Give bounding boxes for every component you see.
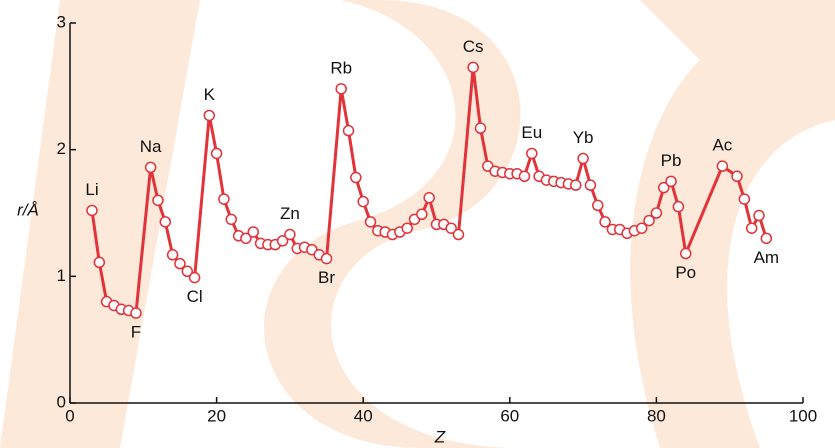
element-label: F: [131, 323, 141, 342]
point: [518, 170, 531, 183]
element-label: Yb: [573, 128, 594, 147]
point: [452, 228, 465, 241]
point: [86, 204, 98, 217]
point: [599, 216, 611, 228]
y-tick-label: 2: [57, 139, 66, 158]
point: [174, 257, 186, 270]
point: [657, 181, 670, 194]
point: [93, 256, 106, 269]
point: [592, 199, 604, 212]
element-label: Cl: [187, 287, 203, 306]
point: [284, 228, 296, 241]
element-label: K: [204, 85, 216, 104]
point: [144, 161, 157, 174]
x-tick-label: 0: [65, 406, 74, 425]
point: [570, 179, 582, 191]
point: [320, 252, 333, 265]
point: [210, 147, 223, 160]
point: [672, 200, 685, 213]
point: [467, 61, 479, 74]
point: [738, 193, 751, 205]
point: [166, 249, 179, 261]
point: [584, 179, 597, 191]
point: [188, 271, 201, 284]
x-tick-label: 20: [207, 406, 226, 425]
point: [276, 235, 289, 247]
y-tick-label: 0: [57, 392, 66, 411]
element-label: Am: [754, 248, 780, 267]
element-label: Na: [140, 137, 162, 156]
point: [423, 192, 435, 204]
point: [401, 222, 413, 234]
point: [474, 122, 487, 134]
point: [335, 83, 347, 95]
point: [342, 124, 355, 137]
point: [445, 222, 457, 234]
point: [716, 160, 729, 172]
x-tick-label: 100: [789, 406, 817, 425]
point: [350, 171, 362, 184]
point: [679, 247, 692, 260]
element-label: Ac: [712, 136, 732, 155]
point: [247, 226, 259, 238]
point: [731, 170, 743, 183]
point: [753, 209, 765, 222]
element-label: Pb: [661, 151, 682, 170]
point: [181, 265, 194, 278]
point: [526, 147, 538, 160]
point: [203, 109, 216, 122]
point: [225, 213, 238, 226]
element-label: Eu: [521, 123, 542, 142]
point: [643, 214, 655, 227]
element-label: Rb: [330, 58, 352, 77]
point: [130, 307, 142, 319]
point: [577, 152, 589, 165]
x-tick-label: 40: [354, 406, 373, 425]
x-tick-label: 60: [500, 406, 519, 425]
y-tick-label: 1: [57, 266, 66, 285]
element-label: Zn: [280, 204, 300, 223]
point: [650, 207, 663, 219]
point: [760, 232, 773, 245]
y-tick-label: 3: [57, 12, 66, 31]
point: [665, 175, 677, 188]
x-tick-label: 80: [647, 406, 666, 425]
point: [240, 232, 252, 245]
point: [218, 193, 230, 205]
element-label: Po: [675, 263, 696, 282]
point: [364, 216, 377, 228]
element-label: Li: [85, 180, 98, 199]
y-axis-label: r/Å: [17, 200, 39, 219]
element-label: Cs: [463, 37, 484, 56]
point: [152, 194, 164, 207]
x-axis-label: Z: [434, 427, 446, 446]
point: [635, 222, 648, 234]
element-label: Br: [318, 268, 335, 287]
point: [745, 222, 758, 234]
point: [357, 195, 369, 208]
point: [416, 208, 428, 221]
point: [159, 216, 172, 228]
